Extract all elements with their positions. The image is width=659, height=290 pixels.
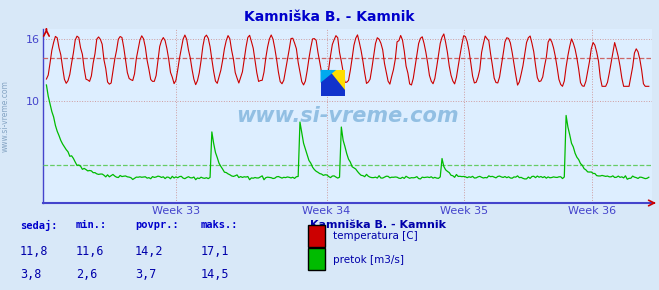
- Polygon shape: [329, 70, 345, 90]
- Polygon shape: [320, 70, 336, 83]
- Text: Kamniška B. - Kamnik: Kamniška B. - Kamnik: [310, 220, 445, 230]
- Text: 3,7: 3,7: [135, 268, 156, 281]
- Text: 11,6: 11,6: [76, 245, 104, 258]
- Text: min.:: min.:: [76, 220, 107, 230]
- Text: 11,8: 11,8: [20, 245, 48, 258]
- Text: www.si-vreme.com: www.si-vreme.com: [237, 106, 459, 126]
- Text: 17,1: 17,1: [201, 245, 229, 258]
- Text: 2,6: 2,6: [76, 268, 97, 281]
- Text: www.si-vreme.com: www.si-vreme.com: [1, 80, 10, 152]
- Text: sedaj:: sedaj:: [20, 220, 57, 231]
- Text: 14,5: 14,5: [201, 268, 229, 281]
- Text: Kamniška B. - Kamnik: Kamniška B. - Kamnik: [244, 10, 415, 24]
- Bar: [320, 70, 345, 95]
- Text: povpr.:: povpr.:: [135, 220, 179, 230]
- Text: 14,2: 14,2: [135, 245, 163, 258]
- Text: pretok [m3/s]: pretok [m3/s]: [333, 255, 404, 264]
- Text: maks.:: maks.:: [201, 220, 239, 230]
- Text: temperatura [C]: temperatura [C]: [333, 231, 418, 241]
- Text: 3,8: 3,8: [20, 268, 41, 281]
